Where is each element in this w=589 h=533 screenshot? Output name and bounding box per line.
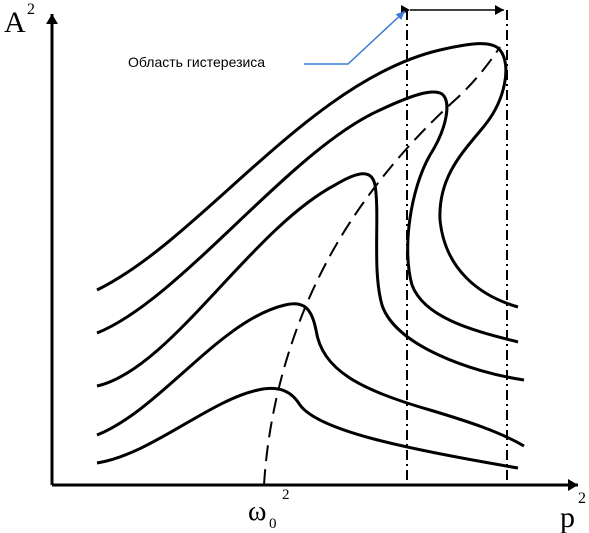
backbone-curve xyxy=(263,46,501,486)
x-tick-omega-subscript: 0 xyxy=(269,516,277,532)
resonance-curve-3 xyxy=(96,172,525,388)
hysteresis-annotation-label: Область гистерезиса xyxy=(128,54,265,70)
y-axis-label: A xyxy=(4,6,26,39)
x-tick-omega: ω xyxy=(248,496,266,527)
x-axis-label-power: 2 xyxy=(578,490,586,507)
y-axis-label-power: 2 xyxy=(27,1,35,18)
annotation-leader-arrow xyxy=(304,10,406,65)
x-tick-omega-power: 2 xyxy=(282,487,290,503)
resonance-curve-2 xyxy=(96,302,525,448)
resonance-curve-5 xyxy=(96,42,519,309)
resonance-curve-4 xyxy=(96,90,519,344)
resonance-curve-1 xyxy=(96,386,519,470)
x-axis-label: p xyxy=(560,501,575,533)
